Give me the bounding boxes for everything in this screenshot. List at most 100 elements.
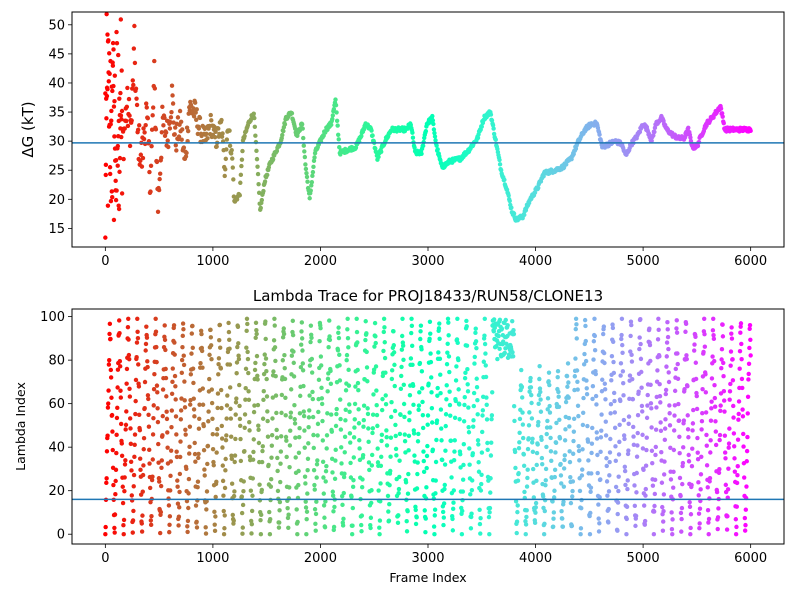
delta-g-point — [718, 106, 724, 111]
lambda-point — [181, 327, 186, 332]
lambda-point — [280, 358, 286, 363]
lambda-point — [382, 325, 387, 330]
lambda-point — [405, 491, 411, 496]
lambda-point — [407, 393, 413, 398]
lambda-point — [365, 406, 370, 411]
delta-g-point — [310, 173, 315, 179]
lambda-point — [323, 469, 329, 474]
lambda-point — [453, 378, 459, 383]
lambda-point — [154, 383, 160, 388]
lambda-point — [446, 320, 451, 325]
lambda-point — [282, 365, 287, 371]
lambda-point — [288, 387, 294, 392]
lambda-point — [133, 377, 139, 383]
lambda-point — [166, 503, 172, 508]
lambda-point — [240, 502, 246, 508]
lambda-point — [298, 393, 303, 399]
lambda-point — [222, 485, 228, 491]
lambda-point — [224, 403, 230, 408]
delta-g-point — [208, 112, 213, 118]
lambda-point — [439, 426, 444, 431]
lambda-point — [391, 343, 396, 348]
lambda-point — [582, 351, 587, 357]
lambda-point — [723, 456, 728, 461]
lambda-point — [245, 321, 250, 327]
lambda-point — [288, 428, 293, 433]
lambda-point — [611, 390, 617, 396]
delta-g-point — [114, 41, 120, 46]
delta-g-point — [251, 111, 256, 116]
lambda-point — [658, 428, 664, 433]
lambda-point — [305, 456, 311, 461]
lambda-point — [131, 508, 136, 514]
lambda-point — [479, 450, 485, 455]
delta-g-point — [213, 129, 218, 135]
lambda-point — [207, 376, 212, 382]
delta-g-point — [125, 123, 131, 129]
lambda-point — [619, 316, 625, 321]
lambda-point — [142, 406, 147, 411]
lambda-point — [153, 316, 158, 321]
lambda-point — [522, 489, 527, 495]
lambda-point — [542, 521, 547, 526]
lambda-point — [552, 474, 558, 480]
lambda-point — [172, 373, 178, 379]
lambda-point — [538, 389, 543, 395]
lambda-point — [674, 330, 680, 335]
lambda-point — [563, 427, 568, 432]
delta-g-point — [170, 101, 176, 106]
lambda-point — [232, 459, 237, 465]
delta-g-point — [475, 135, 481, 141]
lambda-point — [112, 530, 117, 535]
lambda-point — [660, 504, 665, 510]
lambda-point — [147, 447, 152, 453]
lambda-point — [621, 417, 627, 423]
lambda-point — [466, 405, 471, 410]
delta-g-point — [131, 46, 137, 51]
lambda-point — [659, 450, 664, 455]
lambda-point — [623, 482, 628, 488]
lambda-point — [251, 409, 257, 415]
lambda-point — [191, 407, 197, 412]
lambda-point — [711, 336, 717, 342]
delta-g-point — [115, 163, 120, 168]
lambda-point — [258, 532, 264, 537]
lambda-point — [283, 395, 288, 400]
delta-g-point — [498, 167, 504, 173]
lambda-point — [442, 462, 448, 467]
lambda-point — [330, 489, 336, 494]
lambda-point — [665, 334, 671, 340]
lambda-point — [576, 413, 581, 419]
lambda-point — [341, 516, 346, 522]
lambda-point — [744, 448, 750, 454]
lambda-point — [240, 531, 245, 536]
lambda-point — [455, 316, 460, 321]
lambda-point — [134, 340, 140, 345]
delta-g-point — [330, 113, 336, 118]
lambda-point — [421, 449, 426, 454]
lambda-point — [615, 500, 621, 505]
lambda-point — [427, 319, 433, 325]
lambda-point — [668, 477, 674, 482]
lambda-point — [431, 524, 437, 529]
lambda-point — [437, 321, 442, 326]
lambda-point — [532, 520, 538, 526]
lambda-point — [148, 518, 154, 523]
lambda-point — [672, 388, 678, 394]
lambda-point — [534, 478, 539, 483]
lambda-point — [187, 451, 192, 456]
lambda-point — [417, 390, 422, 395]
lambda-point — [141, 447, 146, 452]
delta-g-point — [435, 147, 440, 152]
lambda-point — [398, 386, 404, 392]
delta-g-y-tick-label: 30 — [48, 135, 65, 150]
lambda-point — [256, 440, 262, 446]
lambda-point — [387, 501, 392, 507]
lambda-point — [663, 391, 668, 397]
lambda-point — [461, 419, 467, 424]
lambda-point — [434, 437, 439, 443]
lambda-point — [351, 478, 356, 483]
lambda-point — [180, 321, 186, 326]
lambda-point — [628, 333, 633, 339]
lambda-point — [249, 521, 255, 527]
